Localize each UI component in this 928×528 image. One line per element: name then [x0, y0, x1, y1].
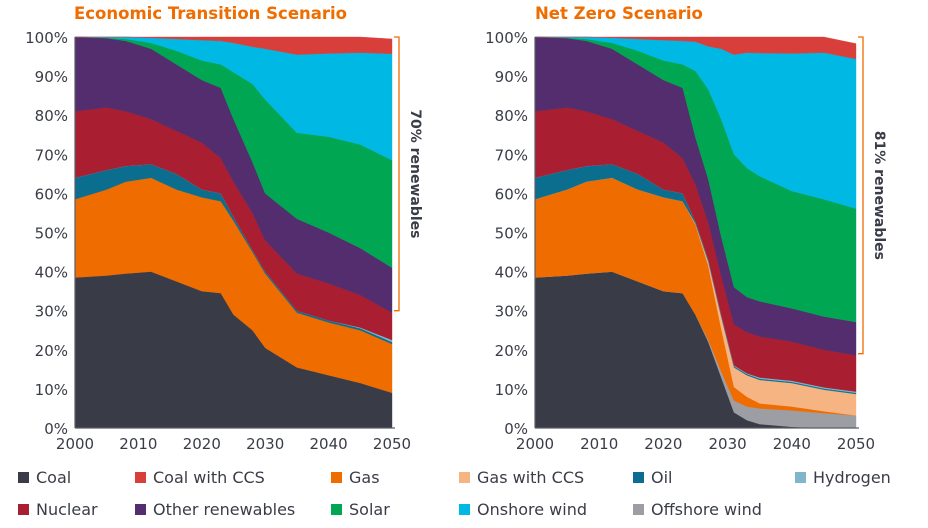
legend-label: Gas — [349, 468, 380, 487]
legend-item-hydrogen: Hydrogen — [795, 468, 891, 487]
x-tick-label: 2040 — [773, 435, 811, 453]
ets-area-chart: 0% 10% 20% 30% 40% 50% 60% 70% 80% 90% 100% 2000 201… — [25, 29, 423, 453]
area-layers — [74, 36, 393, 429]
legend-item-offshore-wind: Offshore wind — [633, 500, 762, 519]
chart-title: Economic Transition Scenario — [74, 4, 348, 23]
x-tick-label: 2020 — [183, 435, 221, 453]
x-tick-label: 2020 — [644, 435, 682, 453]
x-tick-label: 2030 — [246, 435, 284, 453]
nz-area-chart: 0% 10% 20% 30% 40% 50% 60% 70% 80% 90% 100% 2000 201… — [485, 29, 887, 453]
y-tick-label: 80% — [495, 107, 528, 125]
area-coal-ccs — [75, 36, 393, 55]
y-tick-label: 60% — [35, 185, 68, 203]
legend-label: Nuclear — [36, 500, 98, 519]
legend-label: Offshore wind — [651, 500, 762, 519]
y-tick-label: 80% — [35, 107, 68, 125]
legend-label: Hydrogen — [813, 468, 891, 487]
legend-swatch-coal — [18, 472, 29, 483]
y-tick-label: 0% — [504, 420, 528, 438]
y-tick-label: 60% — [495, 185, 528, 203]
legend-item-gas-ccs: Gas with CCS — [459, 468, 584, 487]
area-layers — [534, 36, 857, 429]
legend-swatch-hydrogen — [795, 472, 806, 483]
nz-chart-panel: Net Zero Scenario 0% 10% 20% 30% 40% 50% 60% 70… — [460, 0, 924, 460]
y-tick-label: 20% — [35, 342, 68, 360]
y-tick-label: 30% — [495, 303, 528, 321]
legend-swatch-offshore-wind — [633, 504, 644, 515]
legend-swatch-solar — [331, 504, 342, 515]
y-tick-label: 10% — [35, 381, 68, 399]
renewables-annotation-label: 70% renewables — [407, 109, 423, 238]
y-tick-label: 90% — [35, 68, 68, 86]
y-tick-label: 40% — [35, 264, 68, 282]
renewables-annotation-label: 81% renewables — [871, 131, 887, 260]
area-coal-ccs — [535, 36, 857, 60]
chart-title: Net Zero Scenario — [535, 4, 703, 23]
y-tick-label: 50% — [495, 225, 528, 243]
ets-chart-panel: Economic Transition Scenario 0% 10% 20% 30%… — [0, 0, 464, 460]
legend-item-other-renewables: Other renewables — [135, 500, 295, 519]
x-tick-label: 2010 — [580, 435, 618, 453]
y-tick-label: 70% — [35, 146, 68, 164]
legend-label: Coal — [36, 468, 72, 487]
y-tick-label: 100% — [25, 29, 68, 47]
legend-label: Solar — [349, 500, 390, 519]
y-tick-label: 10% — [495, 381, 528, 399]
x-tick-label: 2010 — [119, 435, 157, 453]
x-tick-label: 2050 — [837, 435, 875, 453]
legend-label: Gas with CCS — [477, 468, 585, 487]
legend: Coal Coal with CCS Gas Gas with CCS Oil … — [18, 468, 928, 528]
legend-swatch-nuclear — [18, 504, 29, 515]
x-tick-label: 2040 — [310, 435, 348, 453]
y-tick-label: 40% — [495, 264, 528, 282]
legend-item-coal: Coal — [18, 468, 71, 487]
x-tick-label: 2050 — [373, 435, 411, 453]
legend-swatch-gas — [331, 472, 342, 483]
legend-label: Other renewables — [153, 500, 296, 519]
legend-item-coal-ccs: Coal with CCS — [135, 468, 265, 487]
renewables-bracket — [394, 36, 400, 312]
x-tick-label: 2000 — [516, 435, 554, 453]
renewables-bracket — [858, 36, 864, 355]
y-tick-label: 30% — [35, 303, 68, 321]
legend-item-solar: Solar — [331, 500, 390, 519]
y-tick-label: 90% — [495, 68, 528, 86]
legend-swatch-coal-ccs — [135, 472, 146, 483]
y-tick-label: 0% — [44, 420, 68, 438]
y-tick-label: 70% — [495, 146, 528, 164]
legend-swatch-gas-ccs — [459, 472, 470, 483]
y-tick-label: 50% — [35, 225, 68, 243]
legend-item-nuclear: Nuclear — [18, 500, 98, 519]
legend-item-gas: Gas — [331, 468, 380, 487]
legend-swatch-onshore-wind — [459, 504, 470, 515]
legend-swatch-oil — [633, 472, 644, 483]
y-tick-label: 20% — [495, 342, 528, 360]
x-tick-label: 2000 — [56, 435, 94, 453]
legend-item-onshore-wind: Onshore wind — [459, 500, 587, 519]
legend-label: Onshore wind — [477, 500, 587, 519]
legend-swatch-other-renewables — [135, 504, 146, 515]
legend-label: Coal with CCS — [153, 468, 265, 487]
legend-item-oil: Oil — [633, 468, 672, 487]
x-tick-label: 2030 — [709, 435, 747, 453]
y-tick-label: 100% — [485, 29, 528, 47]
legend-label: Oil — [651, 468, 673, 487]
